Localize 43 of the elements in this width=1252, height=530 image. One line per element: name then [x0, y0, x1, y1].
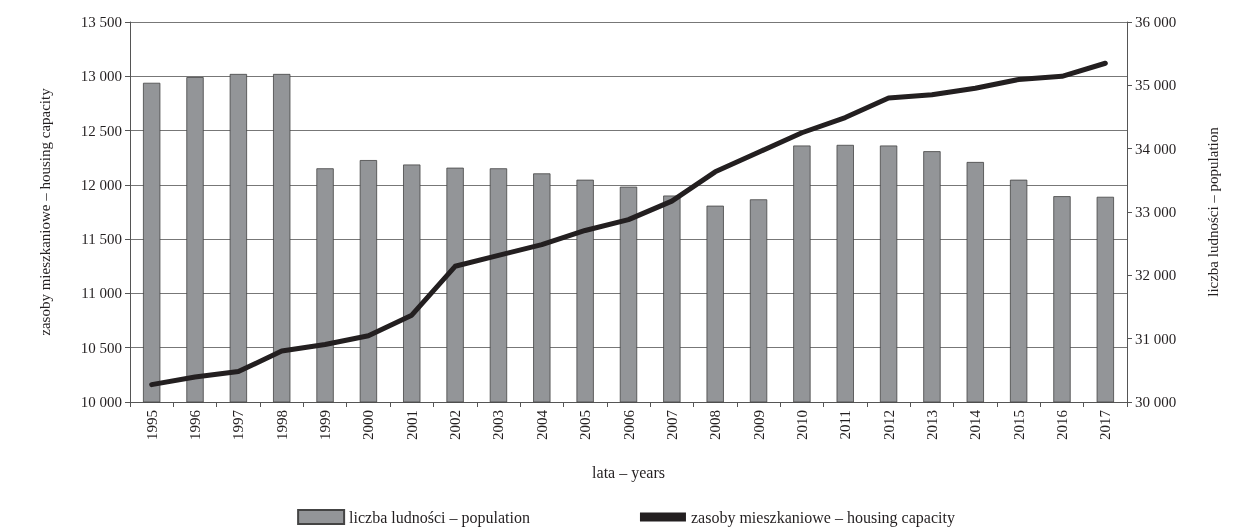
- x-tick-label: 2011: [837, 410, 854, 440]
- x-tick-label: 2013: [923, 410, 940, 440]
- x-tick-label: 2017: [1097, 409, 1114, 440]
- y-tick-label: 11 000: [81, 285, 122, 302]
- x-tick-label: 2014: [967, 409, 984, 440]
- x-tick-label: 1995: [143, 410, 160, 440]
- y-axis-title: zasoby mieszkaniowe – housing capacity: [36, 87, 53, 336]
- legend-label: liczba ludności – population: [349, 508, 530, 527]
- x-tick-label: 2010: [793, 410, 810, 440]
- y2-tick-label: 34 000: [1135, 140, 1177, 157]
- x-tick-label: 1996: [187, 409, 204, 440]
- y-tick-label: 13 000: [80, 68, 122, 85]
- y2-tick-label: 36 000: [1135, 14, 1177, 30]
- x-tick-label: 2004: [533, 409, 550, 440]
- x-tick-label: 2005: [577, 410, 594, 440]
- y-tick-label: 12 000: [80, 176, 122, 193]
- y2-tick-label: 32 000: [1135, 267, 1177, 284]
- y-tick-label: 10 000: [80, 394, 122, 410]
- x-tick-label: 2001: [403, 410, 420, 440]
- x-tick-label: 2015: [1010, 410, 1027, 440]
- y2-axis-title: liczba ludności – population: [1204, 126, 1221, 297]
- x-tick-label: 2008: [707, 410, 724, 440]
- y-tick-label: 11 500: [81, 231, 122, 248]
- y2-tick-label: 33 000: [1135, 204, 1177, 220]
- y2-tick-label: 35 000: [1135, 77, 1177, 94]
- y2-tick-label: 30 000: [1135, 394, 1177, 410]
- x-tick-label: 2007: [663, 409, 680, 440]
- x-tick-label: 2006: [620, 409, 637, 440]
- x-axis-title: lata – years: [592, 463, 665, 482]
- legend-label: zasoby mieszkaniowe – housing capacity: [690, 508, 955, 527]
- x-tick-label: 2002: [447, 410, 464, 440]
- x-tick-label: 2016: [1053, 409, 1070, 440]
- x-tick-label: 1997: [230, 409, 247, 440]
- x-tick-label: 2003: [490, 410, 507, 440]
- x-tick-label: 1999: [317, 410, 334, 440]
- y-tick-label: 13 500: [80, 14, 122, 30]
- y-tick-label: 12 500: [80, 122, 122, 139]
- y-tick-label: 10 500: [80, 339, 122, 356]
- x-tick-label: 2009: [750, 410, 767, 440]
- y2-tick-label: 31 000: [1135, 330, 1177, 347]
- x-tick-label: 2012: [880, 410, 897, 440]
- x-tick-label: 2000: [360, 410, 377, 440]
- x-tick-label: 1998: [273, 410, 290, 440]
